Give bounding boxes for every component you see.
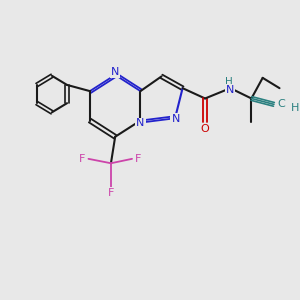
- Text: F: F: [79, 154, 85, 164]
- Text: H: H: [291, 103, 299, 113]
- Text: F: F: [135, 154, 141, 164]
- Text: N: N: [171, 114, 180, 124]
- Text: C: C: [277, 99, 285, 109]
- Text: N: N: [136, 118, 145, 128]
- Text: N: N: [111, 67, 119, 77]
- Text: H: H: [225, 77, 233, 87]
- Text: N: N: [226, 85, 235, 94]
- Text: F: F: [108, 188, 114, 198]
- Text: O: O: [201, 124, 209, 134]
